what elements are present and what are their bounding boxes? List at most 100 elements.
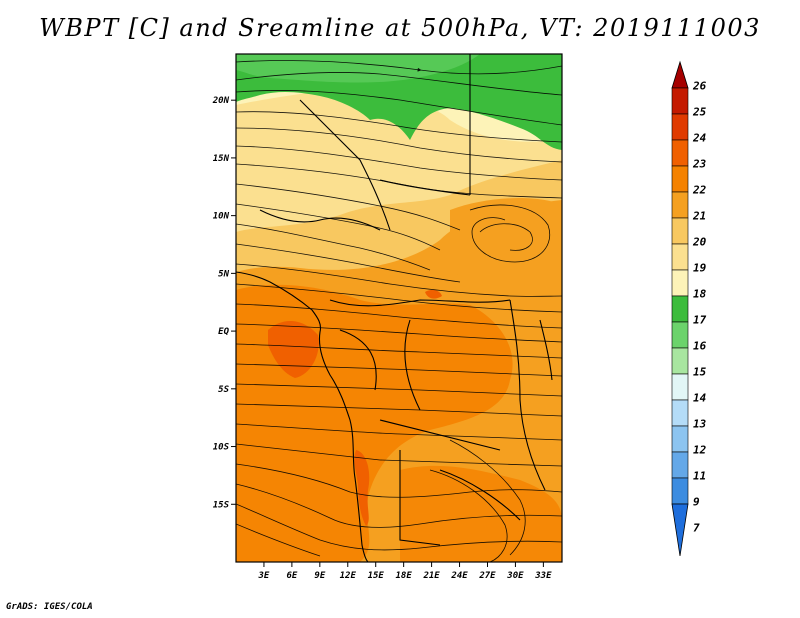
border bbox=[259, 209, 381, 231]
lon-tick-label: 33E bbox=[534, 571, 552, 581]
coastline-west-africa bbox=[236, 271, 369, 562]
streamline bbox=[236, 90, 562, 126]
longitude-axis: 3E 6E 9E 12E 15E 18E 21E 24E 27E 30E 33E bbox=[258, 562, 552, 581]
colorbar-segment bbox=[671, 373, 689, 401]
streamline bbox=[236, 503, 562, 551]
lat-tick-label: 15N bbox=[213, 154, 230, 164]
colorbar-segment bbox=[671, 165, 689, 193]
colorbar-segment bbox=[671, 87, 689, 115]
colorbar-segment bbox=[671, 191, 689, 219]
streamline bbox=[236, 145, 562, 181]
streamline bbox=[236, 363, 562, 377]
streamline bbox=[236, 283, 562, 313]
wbpt-region-17-light bbox=[236, 54, 480, 83]
lat-tick-label: 15S bbox=[213, 500, 230, 510]
colorbar-label: 16 bbox=[693, 340, 707, 353]
border bbox=[379, 419, 501, 451]
colorbar-segment bbox=[671, 139, 689, 167]
colorbar-label: 12 bbox=[693, 444, 707, 457]
colorbar-label: 20 bbox=[692, 236, 707, 249]
border bbox=[404, 319, 421, 411]
grads-credit: GrADS: IGES/COLA bbox=[6, 602, 93, 612]
border bbox=[439, 469, 521, 521]
colorbar-label: 13 bbox=[693, 418, 707, 431]
colorbar-label: 17 bbox=[693, 314, 707, 327]
lat-tick-label: 20N bbox=[212, 96, 230, 106]
streamline bbox=[429, 469, 508, 562]
border bbox=[339, 329, 377, 391]
streamline bbox=[236, 223, 431, 271]
lat-tick-label: 10S bbox=[213, 443, 230, 453]
colorbar-segment bbox=[671, 217, 689, 245]
lon-tick-label: 30E bbox=[506, 571, 524, 581]
streamline bbox=[236, 323, 562, 343]
streamline bbox=[236, 111, 562, 143]
streamline bbox=[236, 263, 562, 297]
colorbar-label: 7 bbox=[693, 522, 700, 535]
colorbar-label: 21 bbox=[692, 210, 706, 223]
lon-tick-label: 9E bbox=[314, 571, 325, 581]
colorbar: 26 25 24 23 22 21 20 19 18 17 16 15 14 13 12 11 9 7 bbox=[671, 60, 707, 557]
map-frame bbox=[235, 53, 563, 563]
colorbar-segment bbox=[671, 243, 689, 271]
colorbar-segment bbox=[671, 399, 689, 427]
colorbar-segment bbox=[671, 347, 689, 375]
streamline bbox=[236, 60, 562, 75]
border bbox=[299, 99, 391, 231]
colorbar-label: 15 bbox=[693, 366, 707, 379]
lon-tick-label: 24E bbox=[450, 571, 468, 581]
streamline bbox=[236, 383, 562, 397]
streamline bbox=[236, 243, 461, 283]
lat-tick-label: 10N bbox=[213, 212, 230, 222]
colorbar-label: 18 bbox=[693, 288, 707, 301]
streamline bbox=[236, 127, 562, 163]
colorbar-top-arrow bbox=[671, 60, 689, 89]
lon-tick-label: 6E bbox=[286, 571, 297, 581]
wbpt-region-23-north bbox=[425, 289, 442, 299]
colorbar-segment bbox=[671, 113, 689, 141]
lon-tick-label: 12E bbox=[340, 571, 357, 581]
map-title: WBPT [C] and Sreamline at 500hPa, VT: 20… bbox=[39, 14, 761, 42]
streamline bbox=[449, 439, 526, 556]
streamline bbox=[236, 72, 562, 96]
streamline bbox=[236, 523, 321, 557]
colorbar-segment bbox=[671, 321, 689, 349]
colorbar-segment bbox=[671, 425, 689, 453]
country-borders bbox=[236, 54, 553, 562]
border bbox=[509, 299, 546, 491]
colorbar-segment bbox=[671, 451, 689, 479]
colorbar-segment bbox=[671, 295, 689, 323]
colorbar-label: 25 bbox=[692, 106, 707, 119]
colorbar-label: 26 bbox=[692, 80, 707, 93]
colorbar-label: 19 bbox=[693, 262, 707, 275]
streamline bbox=[479, 223, 533, 251]
colorbar-label: 24 bbox=[692, 132, 707, 145]
streamline bbox=[236, 483, 562, 528]
colorbar-segment bbox=[671, 477, 689, 505]
latitude-axis: 20N 15N 10N 5N EQ 5S 10S 15S bbox=[212, 96, 236, 510]
lat-tick-label: 5S bbox=[218, 385, 229, 395]
wbpt-region-23-west bbox=[268, 320, 319, 378]
colorbar-bottom-arrow bbox=[671, 503, 689, 557]
colorbar-label: 14 bbox=[693, 392, 707, 405]
border bbox=[539, 319, 553, 381]
lon-tick-label: 15E bbox=[368, 571, 385, 581]
lon-tick-label: 21E bbox=[422, 571, 440, 581]
colorbar-label: 22 bbox=[692, 184, 707, 197]
streamline bbox=[236, 203, 441, 251]
streamline bbox=[236, 183, 461, 231]
streamline bbox=[236, 443, 562, 467]
colorbar-segment bbox=[671, 269, 689, 297]
streamline bbox=[236, 423, 562, 441]
border bbox=[399, 450, 441, 546]
lon-tick-label: 3E bbox=[258, 571, 270, 581]
colorbar-label: 11 bbox=[693, 470, 706, 483]
lon-tick-label: 18E bbox=[396, 571, 413, 581]
lat-tick-label: EQ bbox=[218, 327, 229, 337]
border bbox=[329, 299, 511, 307]
lat-tick-label: 5N bbox=[218, 269, 229, 279]
colorbar-label: 9 bbox=[693, 496, 700, 509]
wbpt-region-23-south bbox=[354, 450, 370, 526]
lon-tick-label: 27E bbox=[478, 571, 496, 581]
